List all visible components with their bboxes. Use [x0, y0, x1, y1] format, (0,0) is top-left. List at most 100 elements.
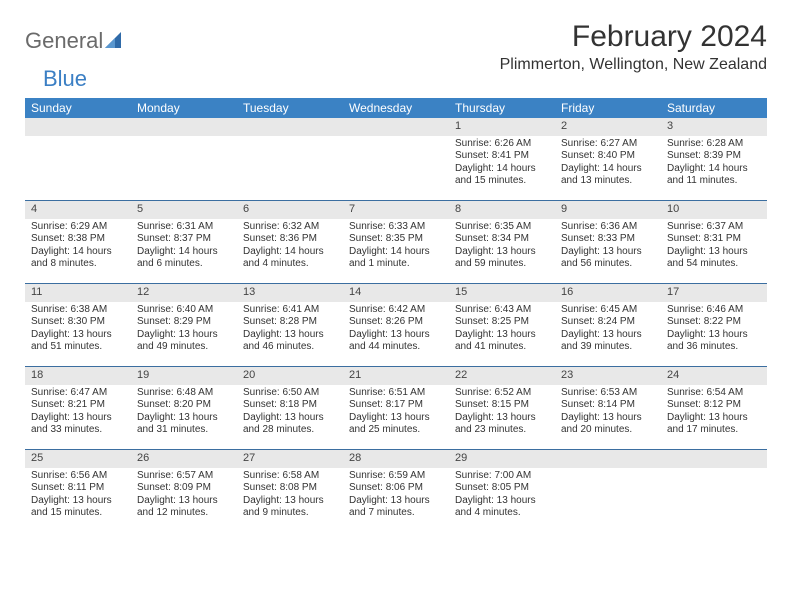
day-number: 6: [237, 201, 343, 219]
week-row: 11Sunrise: 6:38 AMSunset: 8:30 PMDayligh…: [25, 284, 767, 367]
sunrise-text: Sunrise: 6:28 AM: [667, 138, 761, 151]
sunset-text: Sunset: 8:15 PM: [455, 399, 549, 412]
day-number: 14: [343, 284, 449, 302]
day-cell: 22Sunrise: 6:52 AMSunset: 8:15 PMDayligh…: [449, 367, 555, 449]
day-cell-body: Sunrise: 6:33 AMSunset: 8:35 PMDaylight:…: [343, 219, 449, 275]
day-cell: 2Sunrise: 6:27 AMSunset: 8:40 PMDaylight…: [555, 118, 661, 200]
daylight-text: Daylight: 13 hours and 20 minutes.: [561, 412, 655, 437]
sunset-text: Sunset: 8:05 PM: [455, 482, 549, 495]
daylight-text: Daylight: 14 hours and 15 minutes.: [455, 163, 549, 188]
day-cell-body: Sunrise: 6:36 AMSunset: 8:33 PMDaylight:…: [555, 219, 661, 275]
day-cell: 12Sunrise: 6:40 AMSunset: 8:29 PMDayligh…: [131, 284, 237, 366]
day-number: 27: [237, 450, 343, 468]
day-number: 18: [25, 367, 131, 385]
day-number: 3: [661, 118, 767, 136]
day-cell: 5Sunrise: 6:31 AMSunset: 8:37 PMDaylight…: [131, 201, 237, 283]
day-cell: 4Sunrise: 6:29 AMSunset: 8:38 PMDaylight…: [25, 201, 131, 283]
day-cell: 8Sunrise: 6:35 AMSunset: 8:34 PMDaylight…: [449, 201, 555, 283]
day-cell: 10Sunrise: 6:37 AMSunset: 8:31 PMDayligh…: [661, 201, 767, 283]
daylight-text: Daylight: 13 hours and 56 minutes.: [561, 246, 655, 271]
day-cell: 26 Sunrise: 6:57 AMSunset: 8:09 PMDayligh…: [131, 450, 237, 532]
day-cell-body: Sunrise: 6:40 AMSunset: 8:29 PMDaylight:…: [131, 302, 237, 358]
day-cell: [555, 450, 661, 532]
title-block: February 2024 Plimmerton, Wellington, Ne…: [500, 20, 767, 74]
sunrise-text: Sunrise: 6:57 AM: [137, 470, 231, 483]
day-cell-body: Sunrise: 6:51 AMSunset: 8:17 PMDaylight:…: [343, 385, 449, 441]
day-cell-body: Sunrise: 6:52 AMSunset: 8:15 PMDaylight:…: [449, 385, 555, 441]
day-number: 1: [449, 118, 555, 136]
day-cell-body: [555, 468, 661, 474]
sunset-text: Sunset: 8:37 PM: [137, 233, 231, 246]
day-number: [131, 118, 237, 136]
sunrise-text: Sunrise: 6:35 AM: [455, 221, 549, 234]
day-cell: 7Sunrise: 6:33 AMSunset: 8:35 PMDaylight…: [343, 201, 449, 283]
day-cell: 16Sunrise: 6:45 AMSunset: 8:24 PMDayligh…: [555, 284, 661, 366]
day-number: 26: [131, 450, 237, 468]
sunrise-text: Sunrise: 6:26 AM: [455, 138, 549, 151]
daylight-text: Daylight: 13 hours and 33 minutes.: [31, 412, 125, 437]
day-number: 10: [661, 201, 767, 219]
day-cell-body: Sunrise: 6:26 AMSunset: 8:41 PMDaylight:…: [449, 136, 555, 192]
sunset-text: Sunset: 8:08 PM: [243, 482, 337, 495]
day-cell: 6Sunrise: 6:32 AMSunset: 8:36 PMDaylight…: [237, 201, 343, 283]
sunset-text: Sunset: 8:25 PM: [455, 316, 549, 329]
daylight-text: Daylight: 13 hours and 12 minutes.: [137, 495, 231, 520]
day-number: 19: [131, 367, 237, 385]
weekday-header: Sunday: [25, 98, 131, 118]
weeks-container: 1Sunrise: 6:26 AMSunset: 8:41 PMDaylight…: [25, 118, 767, 532]
day-cell-body: Sunrise: 6:50 AMSunset: 8:18 PMDaylight:…: [237, 385, 343, 441]
daylight-text: Daylight: 13 hours and 49 minutes.: [137, 329, 231, 354]
weekday-header: Monday: [131, 98, 237, 118]
day-cell: 9Sunrise: 6:36 AMSunset: 8:33 PMDaylight…: [555, 201, 661, 283]
day-number: 11: [25, 284, 131, 302]
sunrise-text: Sunrise: 6:32 AM: [243, 221, 337, 234]
daylight-text: Daylight: 13 hours and 36 minutes.: [667, 329, 761, 354]
day-cell-body: Sunrise: 6:38 AMSunset: 8:30 PMDaylight:…: [25, 302, 131, 358]
day-cell: 25Sunrise: 6:56 AMSunset: 8:11 PMDayligh…: [25, 450, 131, 532]
day-number: 20: [237, 367, 343, 385]
sunrise-text: Sunrise: 6:54 AM: [667, 387, 761, 400]
daylight-text: Daylight: 14 hours and 13 minutes.: [561, 163, 655, 188]
day-cell-body: Sunrise: 6:32 AMSunset: 8:36 PMDaylight:…: [237, 219, 343, 275]
sunset-text: Sunset: 8:09 PM: [137, 482, 231, 495]
sunrise-text: Sunrise: 6:41 AM: [243, 304, 337, 317]
day-cell: 13Sunrise: 6:41 AMSunset: 8:28 PMDayligh…: [237, 284, 343, 366]
daylight-text: Daylight: 13 hours and 39 minutes.: [561, 329, 655, 354]
daylight-text: Daylight: 13 hours and 25 minutes.: [349, 412, 443, 437]
sunset-text: Sunset: 8:40 PM: [561, 150, 655, 163]
logo-sail-icon: [105, 32, 127, 50]
weekday-header: Friday: [555, 98, 661, 118]
day-cell-body: Sunrise: 6:43 AMSunset: 8:25 PMDaylight:…: [449, 302, 555, 358]
sunrise-text: Sunrise: 6:29 AM: [31, 221, 125, 234]
sunset-text: Sunset: 8:35 PM: [349, 233, 443, 246]
sunrise-text: Sunrise: 6:53 AM: [561, 387, 655, 400]
day-number: 4: [25, 201, 131, 219]
week-row: 1Sunrise: 6:26 AMSunset: 8:41 PMDaylight…: [25, 118, 767, 201]
day-number: 21: [343, 367, 449, 385]
sunrise-text: Sunrise: 7:00 AM: [455, 470, 549, 483]
daylight-text: Daylight: 13 hours and 44 minutes.: [349, 329, 443, 354]
day-cell-body: Sunrise: 6:31 AMSunset: 8:37 PMDaylight:…: [131, 219, 237, 275]
day-number: [237, 118, 343, 136]
daylight-text: Daylight: 13 hours and 51 minutes.: [31, 329, 125, 354]
sunrise-text: Sunrise: 6:51 AM: [349, 387, 443, 400]
sunset-text: Sunset: 8:28 PM: [243, 316, 337, 329]
day-cell: 17Sunrise: 6:46 AMSunset: 8:22 PMDayligh…: [661, 284, 767, 366]
daylight-text: Daylight: 13 hours and 7 minutes.: [349, 495, 443, 520]
sunset-text: Sunset: 8:17 PM: [349, 399, 443, 412]
day-cell: [661, 450, 767, 532]
day-cell-body: Sunrise: 6:48 AMSunset: 8:20 PMDaylight:…: [131, 385, 237, 441]
day-number: 15: [449, 284, 555, 302]
sunset-text: Sunset: 8:38 PM: [31, 233, 125, 246]
day-cell-body: Sunrise: 6:41 AMSunset: 8:28 PMDaylight:…: [237, 302, 343, 358]
day-cell: 11Sunrise: 6:38 AMSunset: 8:30 PMDayligh…: [25, 284, 131, 366]
sunset-text: Sunset: 8:41 PM: [455, 150, 549, 163]
sunset-text: Sunset: 8:14 PM: [561, 399, 655, 412]
day-cell-body: Sunrise: 6:45 AMSunset: 8:24 PMDaylight:…: [555, 302, 661, 358]
daylight-text: Daylight: 13 hours and 4 minutes.: [455, 495, 549, 520]
weekday-header: Thursday: [449, 98, 555, 118]
daylight-text: Daylight: 14 hours and 1 minute.: [349, 246, 443, 271]
sunset-text: Sunset: 8:20 PM: [137, 399, 231, 412]
day-cell: 3Sunrise: 6:28 AMSunset: 8:39 PMDaylight…: [661, 118, 767, 200]
sunrise-text: Sunrise: 6:48 AM: [137, 387, 231, 400]
